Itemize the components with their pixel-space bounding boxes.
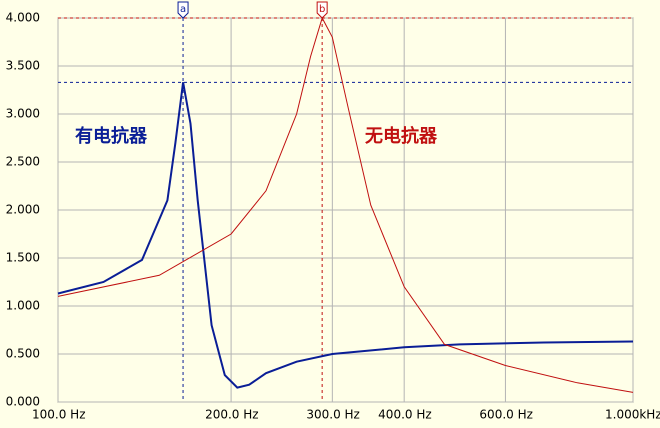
y-tick-label: 0.500	[6, 347, 40, 361]
y-tick-label: 2.000	[6, 203, 40, 217]
legend-label: 无电抗器	[365, 125, 438, 147]
marker-label: a	[180, 4, 186, 15]
y-tick-label: 3.500	[6, 59, 40, 73]
marker-flag	[177, 1, 189, 19]
y-tick-label: 3.000	[6, 107, 40, 121]
marker-label: b	[319, 4, 325, 15]
y-tick-label: 0.000	[6, 395, 40, 409]
y-tick-label: 2.500	[6, 155, 40, 169]
y-tick-label: 4.000	[6, 11, 40, 25]
marker-flag	[316, 1, 328, 19]
x-tick-label: 300.0 Hz	[306, 408, 360, 422]
series-line	[57, 16, 634, 393]
x-tick-label: 100.0 Hz	[32, 408, 86, 422]
x-tick-label: 400.0 Hz	[378, 408, 432, 422]
x-tick-label: 200.0 Hz	[205, 408, 259, 422]
y-tick-label: 1.500	[6, 251, 40, 265]
y-tick-label: 1.000	[6, 299, 40, 313]
x-tick-label: 1.000kHz	[605, 408, 660, 422]
x-tick-label: 600.0 Hz	[479, 408, 533, 422]
legend-label: 有电抗器	[75, 125, 148, 147]
series-line	[57, 82, 634, 389]
